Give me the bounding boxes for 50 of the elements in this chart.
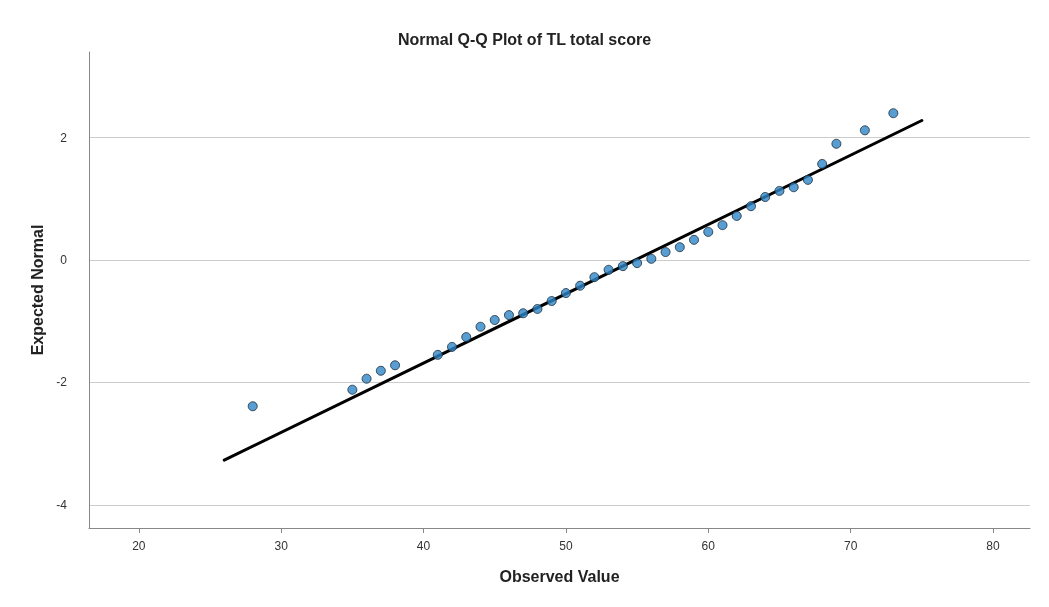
point	[247, 401, 258, 412]
x-tick-label: 80	[986, 539, 1000, 553]
x-tick-label: 20	[132, 539, 146, 553]
point	[760, 192, 771, 202]
point	[375, 365, 386, 376]
point	[475, 321, 486, 332]
point	[859, 125, 870, 136]
x-tick-label: 30	[274, 539, 289, 553]
point	[560, 288, 571, 299]
point	[575, 280, 586, 291]
point	[831, 138, 842, 149]
point	[489, 314, 500, 325]
x-tick-label: 60	[701, 539, 716, 553]
point	[361, 373, 372, 384]
point	[745, 201, 756, 212]
point	[674, 242, 685, 253]
point	[731, 210, 742, 221]
y-tick-label: 2	[60, 130, 68, 145]
point	[603, 264, 614, 275]
y-tick-label: -4	[56, 497, 68, 512]
y-tick-label: -2	[56, 375, 68, 390]
point	[717, 220, 728, 231]
chart-title: Normal Q-Q Plot of TL total score	[397, 30, 652, 48]
point	[788, 182, 799, 193]
y-axis-title: Expected Normal	[28, 224, 46, 356]
x-tick-label: 70	[843, 539, 858, 553]
point	[802, 174, 813, 185]
point	[617, 261, 628, 272]
point	[689, 234, 700, 245]
point	[888, 108, 899, 119]
point	[532, 303, 543, 314]
point	[817, 158, 828, 169]
point	[347, 384, 358, 395]
point	[503, 310, 514, 321]
point	[432, 349, 443, 360]
point	[646, 253, 657, 264]
point	[518, 308, 529, 319]
y-tick-label: 0	[60, 253, 68, 268]
point	[447, 341, 458, 352]
x-axis-title: Observed Value	[499, 567, 620, 585]
point	[660, 247, 671, 258]
point	[461, 332, 472, 343]
point	[390, 360, 401, 371]
point	[703, 226, 714, 237]
point	[546, 296, 557, 307]
point	[774, 185, 785, 196]
x-tick-label: 50	[559, 539, 573, 553]
x-tick-label: 40	[416, 539, 431, 553]
point	[589, 272, 600, 283]
point	[632, 258, 643, 269]
